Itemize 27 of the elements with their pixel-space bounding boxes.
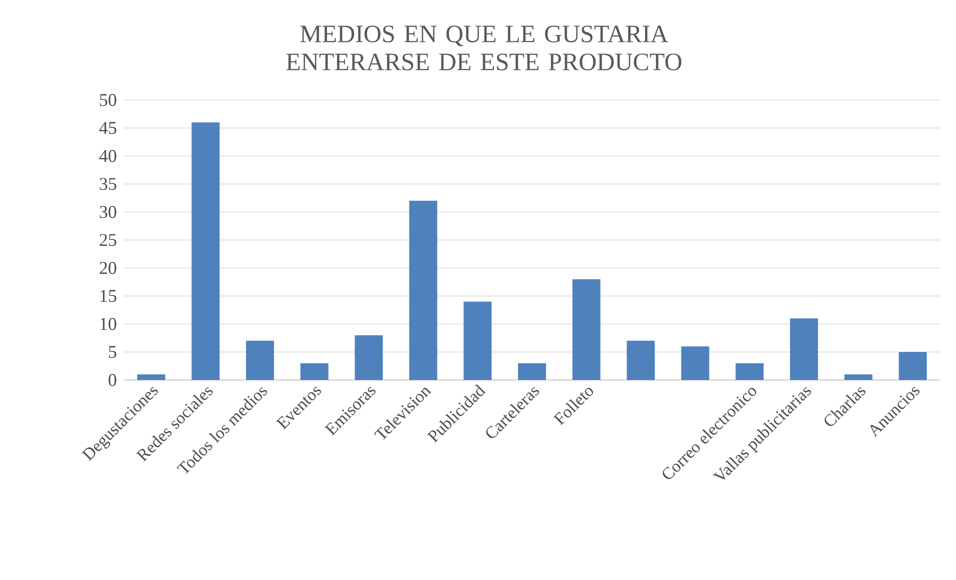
bar	[409, 200, 438, 380]
bar	[790, 318, 818, 380]
y-tick-label: 10	[100, 318, 116, 330]
bar	[626, 340, 655, 380]
y-tick-label: 40	[99, 150, 116, 162]
bar	[137, 374, 166, 380]
y-tick-label: 50	[100, 94, 116, 106]
bar	[898, 352, 927, 380]
bar	[736, 363, 764, 380]
y-tick-label: 25	[100, 234, 116, 246]
bar	[844, 374, 872, 380]
bar	[354, 335, 383, 380]
bar	[246, 340, 274, 380]
y-tick-label: 5	[108, 346, 116, 358]
bar	[681, 346, 710, 380]
y-tick-label: 30	[100, 206, 116, 218]
y-tick-label: 0	[108, 374, 116, 386]
bar	[518, 363, 546, 380]
bar	[192, 122, 220, 380]
bar	[464, 302, 492, 380]
y-tick-label: 20	[100, 262, 116, 274]
y-tick-label: 35	[100, 178, 116, 190]
bar	[300, 363, 328, 380]
y-tick-label: 45	[99, 122, 116, 134]
chart-title: MEDIOS EN QUE LE GUSTARIA ENTERARSE DE ESTE PRODUCTO	[286, 26, 682, 70]
bar	[572, 279, 600, 380]
y-tick-label: 15	[100, 290, 116, 302]
